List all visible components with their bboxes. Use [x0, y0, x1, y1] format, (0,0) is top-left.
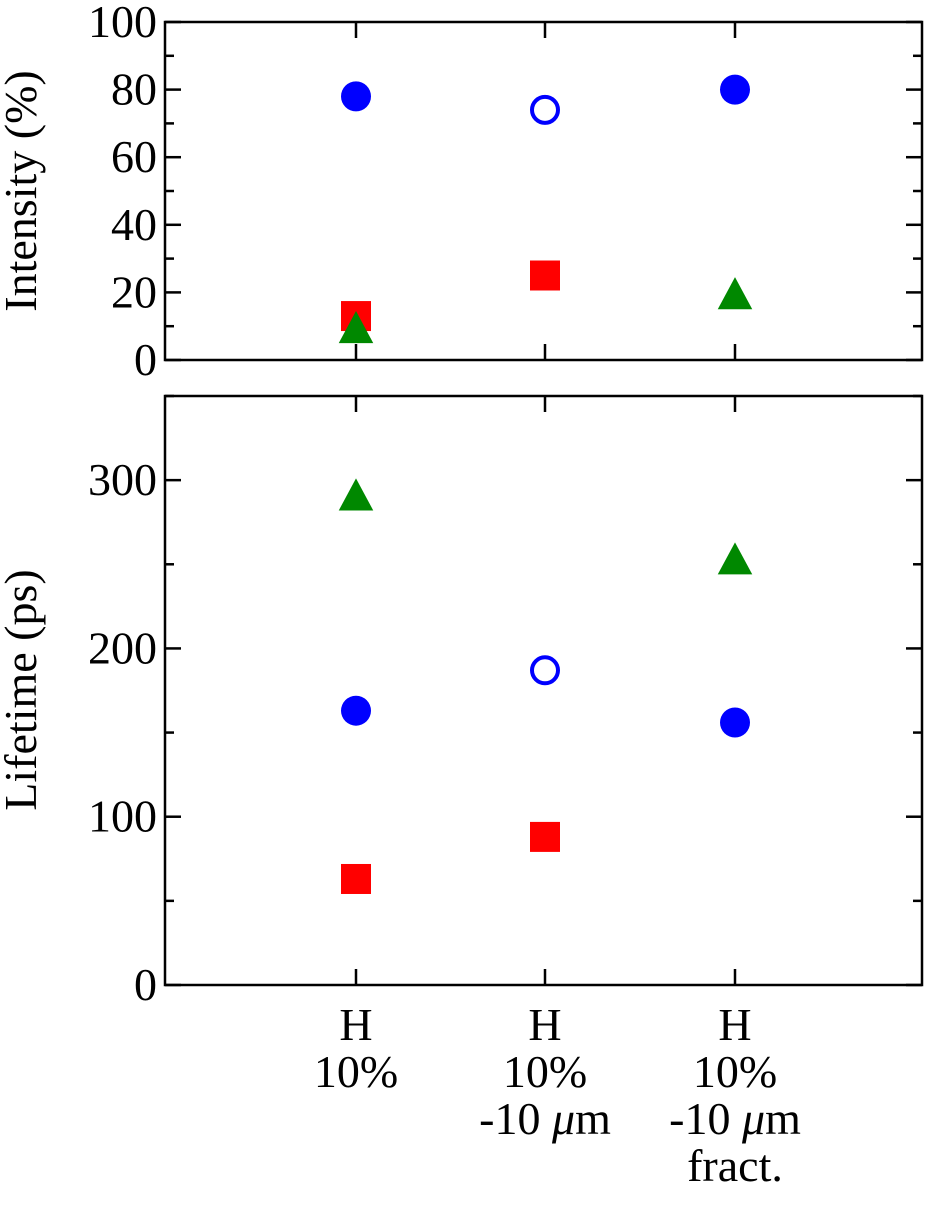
category-label: 10%: [314, 1046, 398, 1097]
plot-frame: [163, 20, 924, 362]
category-label: -10 μm: [479, 1093, 611, 1144]
plot-frame: [163, 394, 924, 987]
data-point-triangle: [717, 542, 753, 575]
y-axis-title: Intensity (%): [0, 70, 46, 311]
data-point-square: [530, 821, 560, 852]
lifetime-panel: 0 100 200 300 Lifetime (ps): [0, 394, 924, 1010]
y-tick-label: 100: [88, 791, 157, 842]
y-axis-title: Lifetime (ps): [0, 569, 46, 810]
data-point-square: [530, 260, 560, 291]
y-tick-label: 20: [111, 266, 157, 317]
y-tick-label: 0: [134, 334, 157, 385]
data-point-triangle: [338, 478, 374, 511]
data-point-triangle: [338, 310, 374, 344]
y-tick-label: 100: [88, 0, 157, 47]
category-label: fract.: [687, 1140, 783, 1191]
y-tick-label: 80: [111, 64, 157, 115]
y-tick-label: 60: [111, 131, 157, 182]
category-label: H: [718, 999, 751, 1050]
category-label: H: [528, 999, 561, 1050]
y-tick-label: 300: [88, 454, 157, 505]
category-label: 10%: [693, 1046, 777, 1097]
data-point-circle: [341, 81, 371, 112]
data-point-open-circle: [530, 655, 560, 686]
data-point-open-circle: [530, 94, 560, 125]
data-point-circle: [341, 695, 371, 726]
y-tick-label: 40: [111, 199, 157, 250]
data-point-circle: [720, 74, 750, 105]
category-label: -10 μm: [669, 1093, 801, 1144]
data-point-triangle: [717, 277, 753, 310]
intensity-panel: 0 20 40 60 80 100 Intensity (%): [0, 0, 924, 385]
data-point-circle: [720, 707, 750, 738]
data-point-square: [341, 863, 371, 894]
y-tick-label: 0: [134, 959, 157, 1010]
category-label: 10%: [503, 1046, 587, 1097]
category-label: H: [339, 999, 372, 1050]
y-tick-label: 200: [88, 622, 157, 673]
